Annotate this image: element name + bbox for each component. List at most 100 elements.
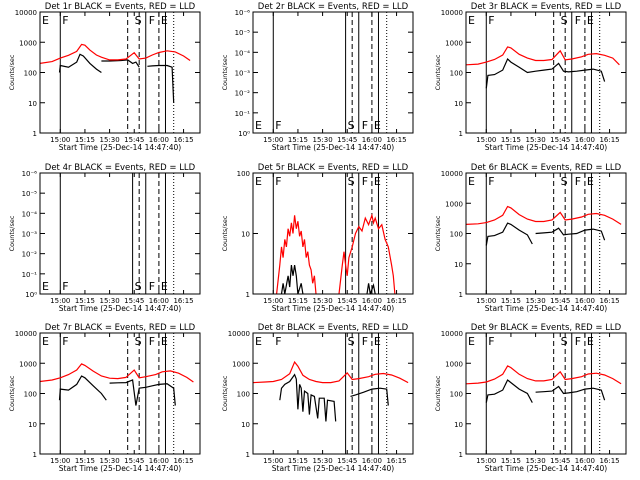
y-tick-label: 1000	[232, 360, 250, 368]
series-line	[147, 64, 175, 103]
y-tick-label: 1	[459, 130, 463, 138]
x-tick-label: 15:15	[75, 457, 95, 465]
x-tick-label: 16:15	[173, 136, 193, 144]
event-marker-label: E	[255, 119, 262, 132]
plot-area	[466, 12, 620, 133]
event-marker-label: E	[587, 335, 594, 348]
event-marker-label: F	[62, 14, 68, 27]
series-line	[485, 222, 533, 246]
plot-area	[40, 333, 194, 454]
x-tick-label: 15:15	[75, 297, 95, 305]
event-marker-label: E	[374, 335, 381, 348]
y-tick-label: 10⁻²	[235, 90, 251, 98]
event-marker-label: F	[362, 175, 368, 188]
x-tick-label: 15:00	[263, 457, 283, 465]
y-tick-label: 100	[237, 170, 250, 178]
event-marker-label: F	[362, 335, 368, 348]
y-tick-label: 10⁻⁴	[235, 49, 251, 57]
series-line	[40, 363, 194, 383]
x-tick-label: 16:00	[362, 297, 382, 305]
x-tick-label: 15:00	[263, 136, 283, 144]
plot-area	[466, 173, 622, 294]
y-tick-label: 1	[246, 451, 250, 459]
series-line	[253, 360, 409, 384]
event-marker-label: F	[275, 335, 281, 348]
y-tick-label: 1000	[445, 39, 463, 47]
series-line	[466, 46, 620, 66]
x-tick-label: 16:00	[362, 457, 382, 465]
event-marker-label: F	[62, 335, 68, 348]
plot-area	[272, 12, 388, 133]
event-marker-label: F	[149, 14, 155, 27]
event-marker-label: E	[255, 175, 262, 188]
x-tick-label: 16:15	[599, 457, 619, 465]
y-tick-label: 10⁻⁵	[22, 190, 38, 198]
x-tick-label: 15:30	[312, 297, 332, 305]
series-line	[535, 385, 606, 401]
event-marker-label: E	[587, 14, 594, 27]
x-tick-label: 15:45	[124, 297, 144, 305]
y-tick-label: 1000	[19, 39, 37, 47]
x-tick-label: 15:45	[124, 457, 144, 465]
event-marker-label: E	[255, 335, 262, 348]
y-tick-label: 10⁰	[238, 130, 250, 138]
x-tick-label: 15:00	[476, 457, 496, 465]
y-tick-label: 10⁻³	[22, 231, 38, 239]
event-marker-label: E	[42, 335, 49, 348]
y-tick-label: 100	[450, 70, 463, 78]
series-line	[366, 282, 376, 294]
y-tick-label: 100	[24, 391, 37, 399]
y-tick-label: 10	[28, 421, 37, 429]
x-tick-label: 16:00	[575, 457, 595, 465]
event-marker-label: E	[161, 335, 168, 348]
y-tick-label: 10	[454, 421, 463, 429]
x-tick-label: 15:15	[288, 457, 308, 465]
y-tick-label: 10⁻²	[22, 251, 38, 259]
series-line	[58, 53, 102, 73]
plot-frame	[39, 172, 201, 295]
plot-frame	[252, 172, 414, 295]
series-line	[101, 59, 140, 68]
y-tick-label: 10	[241, 231, 250, 239]
event-marker-label: F	[575, 175, 581, 188]
y-tick-label: 10000	[441, 170, 463, 178]
y-tick-label: 10000	[441, 9, 463, 17]
x-axis-label: Start Time (25-Dec-14 14:47:40)	[485, 304, 607, 313]
panel-title: Det 3r BLACK = Events, RED = LLD	[471, 2, 622, 12]
x-tick-label: 16:00	[149, 457, 169, 465]
series-line	[350, 387, 389, 406]
event-marker-label: S	[561, 14, 568, 27]
panel-title: Det 2r BLACK = Events, RED = LLD	[258, 2, 409, 12]
plot-area	[253, 333, 409, 454]
x-tick-label: 16:15	[386, 297, 406, 305]
event-marker-label: F	[275, 119, 281, 132]
series-line	[40, 43, 191, 64]
event-marker-label: F	[149, 280, 155, 293]
x-tick-label: 16:00	[149, 297, 169, 305]
x-tick-label: 15:45	[550, 457, 570, 465]
y-tick-label: 10000	[441, 330, 463, 338]
panel-title: Det 1r BLACK = Events, RED = LLD	[45, 2, 196, 12]
y-tick-label: 10	[241, 421, 250, 429]
event-marker-label: F	[488, 175, 494, 188]
x-tick-label: 15:15	[288, 136, 308, 144]
series-line	[485, 57, 606, 89]
x-tick-label: 15:30	[525, 297, 545, 305]
y-tick-label: 10⁻³	[235, 70, 251, 78]
event-marker-label: F	[575, 14, 581, 27]
series-line	[338, 213, 396, 294]
event-marker-label: S	[348, 335, 355, 348]
x-tick-label: 15:30	[312, 136, 332, 144]
x-axis-label: Start Time (25-Dec-14 14:47:40)	[59, 143, 181, 152]
x-tick-label: 15:30	[99, 136, 119, 144]
x-axis-label: Start Time (25-Dec-14 14:47:40)	[59, 304, 181, 313]
y-axis-label: Counts/sec	[434, 215, 442, 251]
series-line	[276, 215, 317, 294]
plot-frame	[39, 332, 201, 455]
